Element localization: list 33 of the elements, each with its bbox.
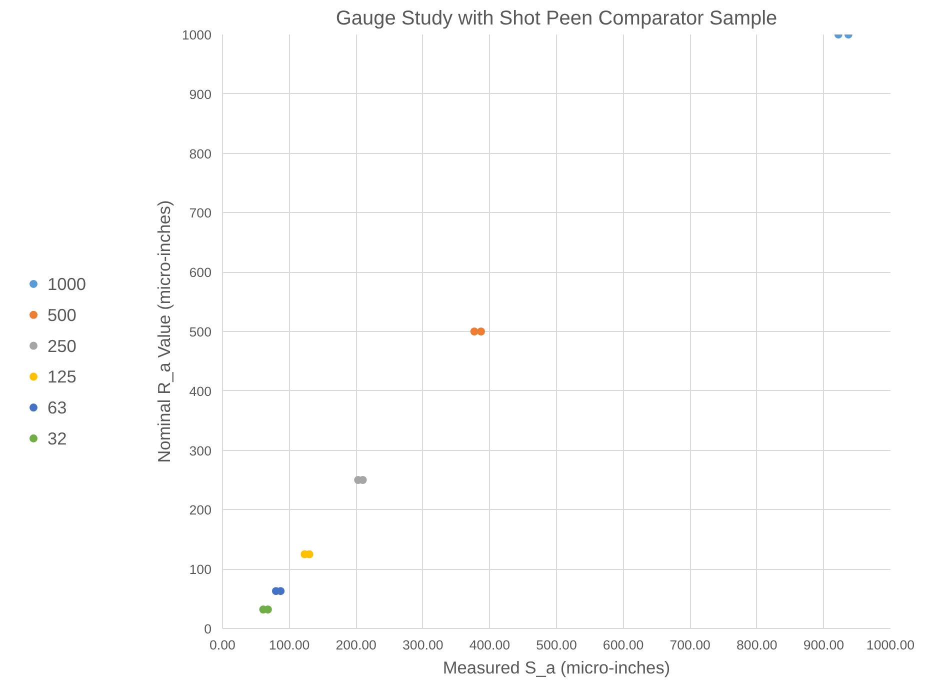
- legend-label: 500: [48, 304, 76, 325]
- y-axis-title: Nominal R_a Value (micro-inches): [154, 200, 174, 463]
- legend-label: 250: [48, 336, 76, 356]
- point: [477, 328, 486, 336]
- y-tick-label: 400: [189, 384, 212, 399]
- x-axis-title: Measured S_a (micro-inches): [442, 658, 670, 678]
- chart-title: Gauge Study with Shot Peen Comparator Sample: [336, 8, 778, 30]
- y-tick-label: 500: [189, 324, 212, 340]
- y-tick-label: 200: [189, 502, 212, 518]
- y-tick-label: 100: [189, 562, 212, 578]
- y-tick-label: 300: [189, 443, 212, 458]
- y-tick-label: 800: [189, 146, 212, 162]
- x-tick-label: 300.00: [402, 638, 444, 652]
- x-tick-label: 100.00: [268, 638, 310, 652]
- x-tick-label: 400.00: [469, 638, 510, 652]
- legend-label: 32: [48, 428, 67, 448]
- x-tick-label: 500.00: [536, 638, 577, 652]
- legend-label: 125: [48, 366, 76, 387]
- x-tick-label: 600.00: [602, 638, 644, 652]
- y-tick-label: 900: [189, 86, 212, 102]
- legend-label: 63: [48, 398, 67, 418]
- y-tick-label: 700: [189, 206, 212, 221]
- x-tick-label: 200.00: [336, 638, 376, 652]
- y-tick-label: 1000: [182, 28, 212, 42]
- y-tick-label: 600: [189, 265, 212, 280]
- y-tick-label: 0: [204, 622, 212, 636]
- x-tick-label: 0.00: [210, 638, 236, 652]
- x-tick-label: 700.00: [670, 638, 710, 652]
- x-tick-label: 800.00: [736, 638, 778, 652]
- point: [470, 328, 478, 336]
- legend-label: 1000: [48, 274, 86, 294]
- x-tick-label: 900.00: [803, 638, 844, 652]
- x-tick-label: 1000.00: [866, 638, 915, 652]
